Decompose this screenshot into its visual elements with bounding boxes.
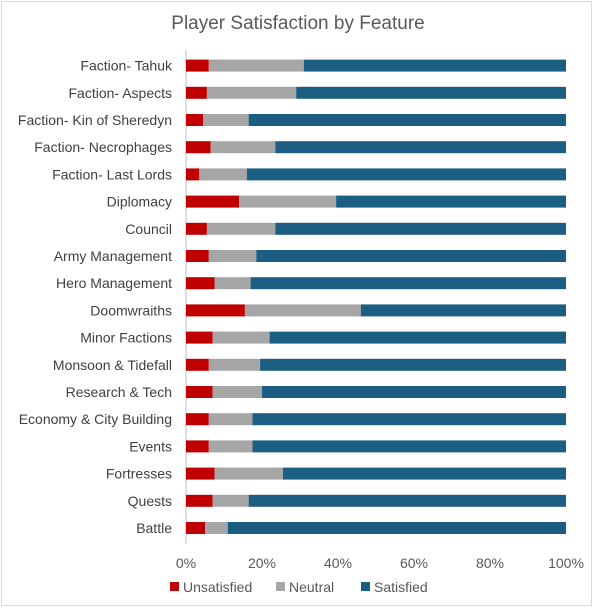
category-label-faction-tahuk: Faction- Tahuk: [80, 58, 173, 74]
bar-neutral-faction-last-lords: [199, 168, 247, 181]
bar-unsatisfied-faction-necrophages: [186, 141, 211, 154]
legend-swatch-unsatisfied: [170, 582, 179, 591]
bar-neutral-quests: [212, 494, 249, 507]
category-label-faction-necrophages: Faction- Necrophages: [34, 139, 172, 155]
bar-neutral-monsoon-and-tidefall: [208, 358, 261, 371]
bar-unsatisfied-battle: [186, 522, 205, 534]
legend-label-neutral: Neutral: [289, 579, 334, 595]
bar-satisfied-hero-management: [250, 277, 566, 290]
bar-satisfied-research-and-tech: [262, 386, 566, 398]
category-label-council: Council: [125, 221, 172, 237]
bar-neutral-economy-and-city-building: [208, 413, 253, 426]
category-label-hero-management: Hero Management: [56, 275, 172, 291]
bar-neutral-hero-management: [214, 277, 251, 290]
bar-unsatisfied-economy-and-city-building: [186, 413, 209, 426]
bar-unsatisfied-hero-management: [186, 277, 215, 290]
bar-unsatisfied-fortresses: [186, 467, 215, 480]
bar-satisfied-faction-aspects: [296, 86, 566, 99]
bar-neutral-faction-aspects: [206, 86, 297, 99]
bar-unsatisfied-army-management: [186, 250, 209, 262]
plot-area: Faction- Tahuk Faction- Aspects Faction- K…: [18, 50, 584, 571]
bar-satisfied-faction-tahuk: [303, 59, 566, 72]
bar-neutral-fortresses: [214, 467, 283, 480]
bar-unsatisfied-council: [186, 222, 207, 235]
bar-satisfied-army-management: [256, 250, 566, 262]
bar-unsatisfied-doomwraiths: [186, 304, 245, 317]
bar-satisfied-economy-and-city-building: [252, 413, 566, 426]
bar-unsatisfied-faction-kin-of-sheredyn: [186, 114, 204, 126]
chart-title: Player Satisfaction by Feature: [171, 13, 424, 34]
bar-unsatisfied-minor-factions: [186, 331, 213, 344]
category-label-research-and-tech: Research & Tech: [66, 384, 172, 400]
bar-satisfied-council: [275, 222, 566, 235]
x-tick-label-20: 20%: [248, 555, 276, 571]
legend: Unsatisfied Neutral Satisfied: [170, 579, 428, 595]
category-label-battle: Battle: [136, 520, 172, 536]
bar-neutral-council: [206, 222, 276, 235]
bar-neutral-minor-factions: [212, 331, 270, 344]
bar-neutral-faction-necrophages: [210, 141, 276, 154]
bar-unsatisfied-quests: [186, 494, 213, 507]
bar-neutral-faction-tahuk: [208, 59, 304, 72]
bar-neutral-diplomacy: [239, 195, 337, 208]
category-label-faction-aspects: Faction- Aspects: [69, 85, 173, 101]
bar-satisfied-events: [252, 440, 566, 453]
category-label-faction-last-lords: Faction- Last Lords: [52, 166, 172, 182]
x-tick-label-100: 100%: [548, 555, 584, 571]
legend-label-unsatisfied: Unsatisfied: [183, 579, 252, 595]
category-label-army-management: Army Management: [54, 248, 172, 264]
bar-satisfied-minor-factions: [269, 331, 566, 344]
category-label-minor-factions: Minor Factions: [80, 330, 172, 346]
bar-neutral-research-and-tech: [212, 386, 262, 398]
bar-unsatisfied-faction-tahuk: [186, 59, 209, 72]
legend-swatch-neutral: [276, 582, 285, 591]
bar-satisfied-faction-kin-of-sheredyn: [248, 114, 566, 126]
category-label-quests: Quests: [128, 493, 172, 509]
category-label-faction-kin-of-sheredyn: Faction- Kin of Sheredyn: [18, 112, 172, 128]
bar-neutral-army-management: [208, 250, 257, 262]
bar-unsatisfied-research-and-tech: [186, 386, 213, 398]
bar-unsatisfied-events: [186, 440, 209, 453]
bar-unsatisfied-faction-aspects: [186, 86, 207, 99]
bar-satisfied-fortresses: [282, 467, 566, 480]
x-tick-label-0: 0%: [176, 555, 196, 571]
x-tick-label-60: 60%: [400, 555, 428, 571]
category-label-economy-and-city-building: Economy & City Building: [19, 411, 172, 427]
bar-satisfied-doomwraiths: [360, 304, 566, 317]
bar-satisfied-diplomacy: [336, 195, 566, 208]
bar-unsatisfied-monsoon-and-tidefall: [186, 358, 209, 371]
category-label-monsoon-and-tidefall: Monsoon & Tidefall: [53, 357, 172, 373]
bar-satisfied-faction-necrophages: [275, 141, 566, 154]
bar-satisfied-battle: [227, 522, 567, 534]
category-label-events: Events: [129, 438, 172, 454]
category-label-fortresses: Fortresses: [106, 466, 172, 482]
category-label-doomwraiths: Doomwraiths: [90, 302, 172, 318]
bar-unsatisfied-diplomacy: [186, 195, 240, 208]
bar-neutral-doomwraiths: [244, 304, 361, 317]
category-label-diplomacy: Diplomacy: [107, 194, 172, 210]
bar-neutral-events: [208, 440, 253, 453]
legend-swatch-satisfied: [361, 582, 370, 591]
x-tick-label-40: 40%: [324, 555, 352, 571]
bar-satisfied-faction-last-lords: [246, 168, 567, 181]
bar-neutral-battle: [205, 522, 228, 534]
legend-label-satisfied: Satisfied: [374, 579, 428, 595]
bar-unsatisfied-faction-last-lords: [186, 168, 200, 181]
x-tick-label-80: 80%: [476, 555, 504, 571]
bar-satisfied-monsoon-and-tidefall: [260, 358, 566, 371]
bar-neutral-faction-kin-of-sheredyn: [203, 114, 249, 126]
bar-satisfied-quests: [248, 494, 566, 507]
